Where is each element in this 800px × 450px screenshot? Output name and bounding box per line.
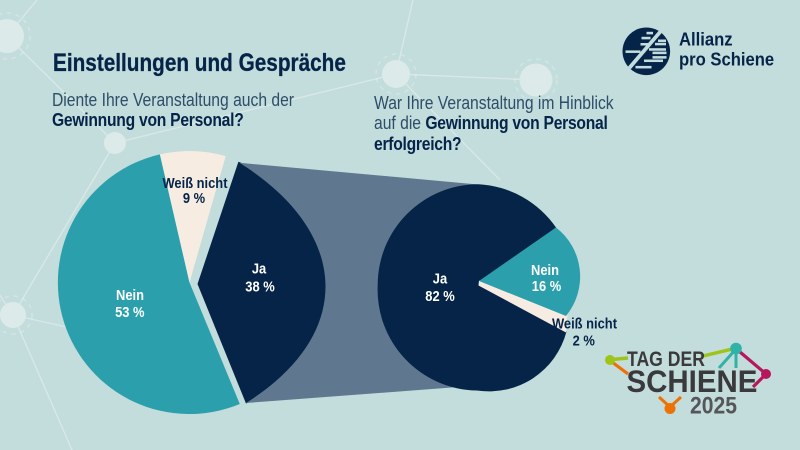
svg-text:2 %: 2 % xyxy=(573,331,596,348)
svg-text:Weiß nicht: Weiß nicht xyxy=(552,314,617,331)
svg-text:9 %: 9 % xyxy=(183,189,206,206)
svg-text:82 %: 82 % xyxy=(425,287,455,304)
svg-text:SCHIENE: SCHIENE xyxy=(627,364,758,399)
svg-text:38 %: 38 % xyxy=(245,277,275,294)
svg-text:Ja: Ja xyxy=(433,269,448,286)
svg-text:Nein: Nein xyxy=(531,261,559,278)
svg-text:53 %: 53 % xyxy=(115,303,145,320)
svg-text:Nein: Nein xyxy=(116,286,144,303)
svg-text:Weiß nicht: Weiß nicht xyxy=(162,174,227,191)
svg-text:TAG DER: TAG DER xyxy=(627,348,705,372)
svg-text:pro Schiene: pro Schiene xyxy=(679,48,774,69)
svg-text:2025: 2025 xyxy=(690,392,737,419)
svg-text:16 %: 16 % xyxy=(532,277,562,294)
svg-text:Allianz: Allianz xyxy=(679,29,733,50)
svg-text:Ja: Ja xyxy=(252,259,267,276)
